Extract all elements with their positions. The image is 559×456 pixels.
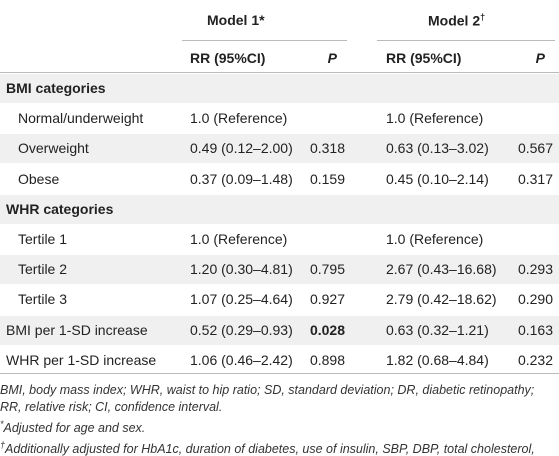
column-header: RR (95%CI) [386,50,462,66]
table-row: WHR categories [0,194,559,224]
section-label: BMI categories [6,80,106,96]
table-row: BMI categories [0,74,559,103]
table-row: Obese 0.37 (0.09–1.48) 0.159 0.45 (0.10–2.1… [0,165,559,194]
model1-rule [182,40,347,41]
row-label: Tertile 2 [18,261,68,278]
rr-cell: 0.49 (0.12–2.00) [190,140,293,157]
footnote-mark: † [0,440,6,450]
rr-cell: 1.0 (Reference) [190,110,288,127]
table-row: Overweight 0.49 (0.12–2.00) 0.318 0.63 (0.1… [0,134,559,164]
p-cell: 0.163 [517,321,553,338]
footnote-mark: * [0,419,4,429]
p-cell: 0.159 [309,170,345,187]
p-cell: 0.317 [517,170,553,187]
rr-cell: 1.07 (0.25–4.64) [190,291,293,308]
rr-cell: 0.37 (0.09–1.48) [190,170,293,187]
row-label: Overweight [18,140,89,157]
row-label: Tertile 1 [18,231,68,247]
column-header: P [327,50,337,66]
p-cell: 0.232 [517,351,553,368]
row-label: Normal/underweight [18,110,144,127]
header-rule [0,72,559,73]
p-cell: 0.567 [517,140,553,157]
row-label: Tertile 3 [18,291,68,308]
footnote-text: Additionally adjusted for HbA1c, duratio… [5,442,535,456]
row-label: WHR per 1-SD increase [6,351,157,368]
model1-mark: * [259,12,265,28]
table-row: Tertile 3 1.07 (0.25–4.64) 0.927 2.79 (0.42… [0,285,559,314]
p-cell: 0.898 [309,351,345,368]
p-cell: 0.318 [309,140,345,157]
rr-cell: 1.0 (Reference) [386,231,484,247]
section-label: WHR categories [6,200,114,217]
model1-label: Model 1 [207,12,260,28]
rr-cell: 0.45 (0.10–2.14) [386,170,489,187]
row-label: Obese [18,170,60,187]
table-row: WHR per 1-SD increase 1.06 (0.46–2.42) 0.8… [0,346,559,375]
p-cell: 0.028 [309,321,345,338]
p-cell: 0.293 [517,261,553,278]
footnote-text: BMI, body mass index; WHR, waist to hip … [0,383,535,414]
model2-header: Model 2† [428,12,485,29]
model2-label: Model 2 [428,12,481,29]
table-row: Tertile 2 1.20 (0.30–4.81) 0.795 2.67 (0.43… [0,255,559,285]
table-row: BMI per 1-SD increase 0.52 (0.29–0.93) 0.0… [0,315,559,345]
rr-cell: 2.79 (0.42–18.62) [386,291,497,308]
column-header: P [535,50,545,66]
rr-cell: 1.20 (0.30–4.81) [190,261,293,278]
rr-cell: 1.0 (Reference) [190,231,288,247]
rr-cell: 1.82 (0.68–4.84) [386,351,489,368]
bottom-rule [0,373,559,374]
rr-cell: 1.06 (0.46–2.42) [190,351,293,368]
p-cell: 0.927 [309,291,345,308]
footnote: BMI, body mass index; WHR, waist to hip … [0,382,552,416]
rr-cell: 0.63 (0.32–1.21) [386,321,489,338]
column-header: RR (95%CI) [190,50,266,66]
footnote: *Adjusted for age and sex. [0,416,552,437]
rr-cell: 2.67 (0.43–16.68) [386,261,497,278]
rr-cell: 1.0 (Reference) [386,110,484,127]
rr-cell: 0.63 (0.13–3.02) [386,140,489,157]
row-label: BMI per 1-SD increase [6,321,148,338]
table-row: Tertile 1 1.0 (Reference) 1.0 (Reference) [0,225,559,254]
model2-mark: † [480,12,486,22]
footnote-text: Adjusted for age and sex. [3,421,146,436]
model1-header: Model 1* [207,12,265,28]
p-cell: 0.795 [309,261,345,278]
table-row: Normal/underweight 1.0 (Reference) 1.0 (Re… [0,104,559,133]
footnote: †Additionally adjusted for HbA1c, durati… [0,437,552,456]
p-cell: 0.290 [517,291,553,308]
model2-rule [377,40,555,41]
rr-cell: 0.52 (0.29–0.93) [190,321,293,338]
